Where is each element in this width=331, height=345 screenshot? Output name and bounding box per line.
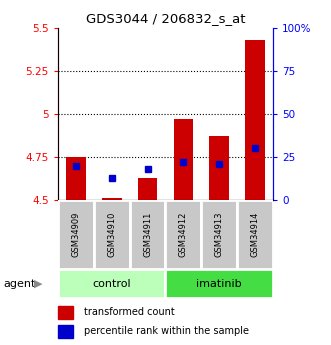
FancyBboxPatch shape bbox=[201, 200, 237, 269]
Text: control: control bbox=[92, 279, 131, 289]
Bar bbox=[102, 198, 121, 200]
Text: GSM34912: GSM34912 bbox=[179, 212, 188, 257]
Text: agent: agent bbox=[3, 279, 36, 289]
FancyBboxPatch shape bbox=[58, 200, 94, 269]
Text: GSM34911: GSM34911 bbox=[143, 212, 152, 257]
Text: percentile rank within the sample: percentile rank within the sample bbox=[84, 326, 249, 336]
FancyBboxPatch shape bbox=[166, 269, 273, 298]
FancyBboxPatch shape bbox=[130, 200, 166, 269]
Text: GSM34909: GSM34909 bbox=[71, 212, 80, 257]
Text: GSM34914: GSM34914 bbox=[251, 212, 260, 257]
Text: transformed count: transformed count bbox=[84, 307, 174, 317]
FancyBboxPatch shape bbox=[94, 200, 130, 269]
Bar bbox=[210, 136, 229, 200]
Bar bbox=[58, 325, 73, 337]
Text: ▶: ▶ bbox=[34, 279, 42, 289]
Text: GDS3044 / 206832_s_at: GDS3044 / 206832_s_at bbox=[86, 12, 245, 25]
Bar bbox=[66, 157, 86, 200]
FancyBboxPatch shape bbox=[58, 269, 166, 298]
Text: GSM34910: GSM34910 bbox=[107, 212, 116, 257]
Bar bbox=[138, 178, 158, 200]
Text: GSM34913: GSM34913 bbox=[215, 212, 224, 257]
FancyBboxPatch shape bbox=[166, 200, 201, 269]
Bar bbox=[245, 40, 265, 200]
Bar bbox=[58, 306, 73, 318]
Bar bbox=[173, 119, 193, 200]
FancyBboxPatch shape bbox=[237, 200, 273, 269]
Text: imatinib: imatinib bbox=[197, 279, 242, 289]
